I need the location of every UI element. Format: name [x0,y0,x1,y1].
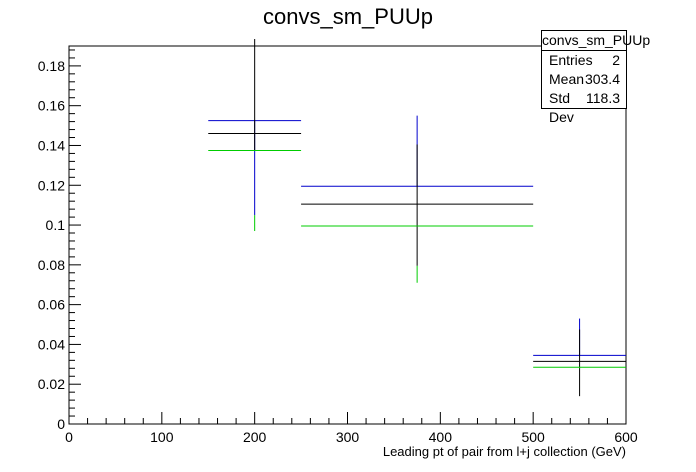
stats-value: 303.4 [584,71,620,87]
y-tick-label: 0.02 [38,376,65,392]
chart-title: convs_sm_PUUp [263,4,433,29]
x-tick-label: 400 [429,429,453,445]
y-tick-label: 0.14 [38,137,65,153]
y-tick-label: 0.06 [38,297,65,313]
y-tick-label: 0.08 [38,257,65,273]
stats-title: convs_sm_PUUp [542,31,650,51]
stats-value: 2 [612,52,620,68]
x-tick-label: 200 [243,429,267,445]
x-tick-label: 0 [65,429,73,445]
y-tick-label: 0 [57,416,65,432]
y-tick-label: 0.1 [46,217,66,233]
x-axis: 0 100 200 300 400 500 600 [65,412,638,445]
y-tick-label: 0.18 [38,58,65,74]
y-tick-label: 0.16 [38,98,65,114]
stats-label: Entries [549,52,593,68]
stats-label: Mean [549,71,585,87]
stats-value: 118.3 [586,90,620,106]
y-axis: 0 0.02 0.04 0.06 0.08 0.1 0.12 0.14 0.16 0.18 [38,49,81,432]
y-tick-label: 0.12 [38,177,65,193]
x-tick-label: 600 [614,429,638,445]
x-axis-label: Leading pt of pair from l+j collection (… [383,444,626,459]
x-tick-label: 300 [336,429,360,445]
stats-row-stddev: Std Dev 118.3 [542,89,626,125]
stats-row-mean: Mean 303.4 [542,70,626,89]
stats-box: convs_sm_PUUp Entries 2 Mean 303.4 Std D… [541,30,650,125]
series-layer [208,39,626,397]
x-tick-label: 500 [521,429,545,445]
x-tick-label: 100 [150,429,174,445]
stats-row-entries: Entries 2 [542,51,626,70]
y-tick-label: 0.04 [38,336,65,352]
stats-label: Std Dev [549,90,574,125]
